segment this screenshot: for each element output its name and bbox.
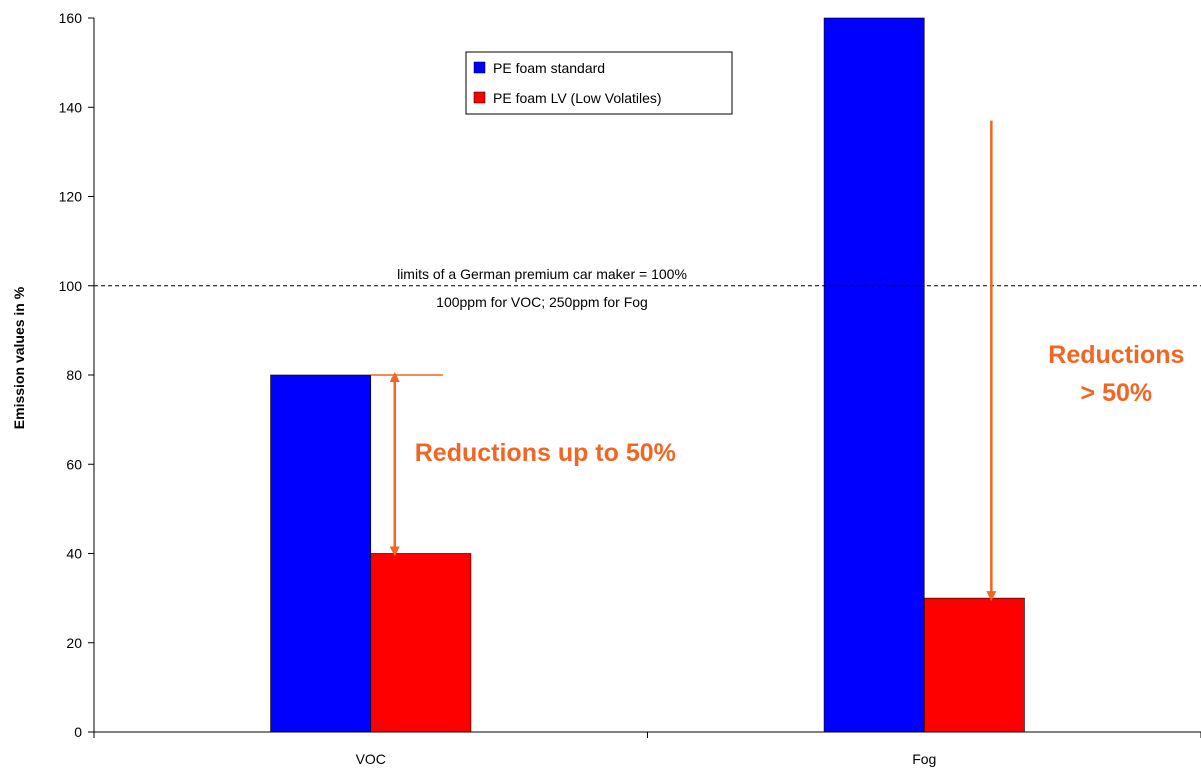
bar-fog-series-1 xyxy=(823,17,925,733)
annotation-text-fog-line1: Reductions xyxy=(1048,341,1184,369)
y-tick-label: 20 xyxy=(66,635,82,651)
annotation-text-fog-line2: > 50% xyxy=(1081,379,1153,407)
bar-voc-series-2 xyxy=(370,553,472,733)
y-tick-label: 80 xyxy=(66,367,82,383)
reference-line: limits of a German premium car maker = 1… xyxy=(94,266,1201,310)
y-tick-label: 160 xyxy=(59,10,83,26)
reference-label-line2: 100ppm for VOC; 250ppm for Fog xyxy=(436,294,648,310)
x-axis: VOC Fog xyxy=(93,731,1201,767)
legend-box xyxy=(465,51,733,115)
x-category-label: Fog xyxy=(912,751,936,767)
legend-swatch-lv xyxy=(473,91,486,104)
y-tick-label: 40 xyxy=(66,546,82,562)
annotation-text-voc: Reductions up to 50% xyxy=(415,439,676,467)
legend: PE foam standard PE foam LV (Low Volatil… xyxy=(465,51,733,115)
legend-label-lv: PE foam LV (Low Volatiles) xyxy=(493,90,662,106)
y-tick-label: 100 xyxy=(59,278,83,294)
x-category-label: VOC xyxy=(356,751,386,767)
reference-label-line1: limits of a German premium car maker = 1… xyxy=(397,266,687,282)
legend-label-standard: PE foam standard xyxy=(493,60,605,76)
y-tick-label: 140 xyxy=(59,99,83,115)
bar-voc-series-1 xyxy=(270,374,372,733)
y-axis-label: Emission values in % xyxy=(11,286,27,429)
bars xyxy=(270,17,1025,733)
annotations: Reductions up to 50% Reductions > 50% xyxy=(370,120,1184,602)
y-tick-label: 120 xyxy=(59,189,83,205)
y-axis: 0 20 40 60 80 100 120 140 160 xyxy=(59,10,95,740)
bar-fog-series-2 xyxy=(923,597,1025,733)
y-tick-label: 0 xyxy=(74,724,82,740)
y-tick-label: 60 xyxy=(66,456,82,472)
legend-swatch-standard xyxy=(473,61,486,74)
